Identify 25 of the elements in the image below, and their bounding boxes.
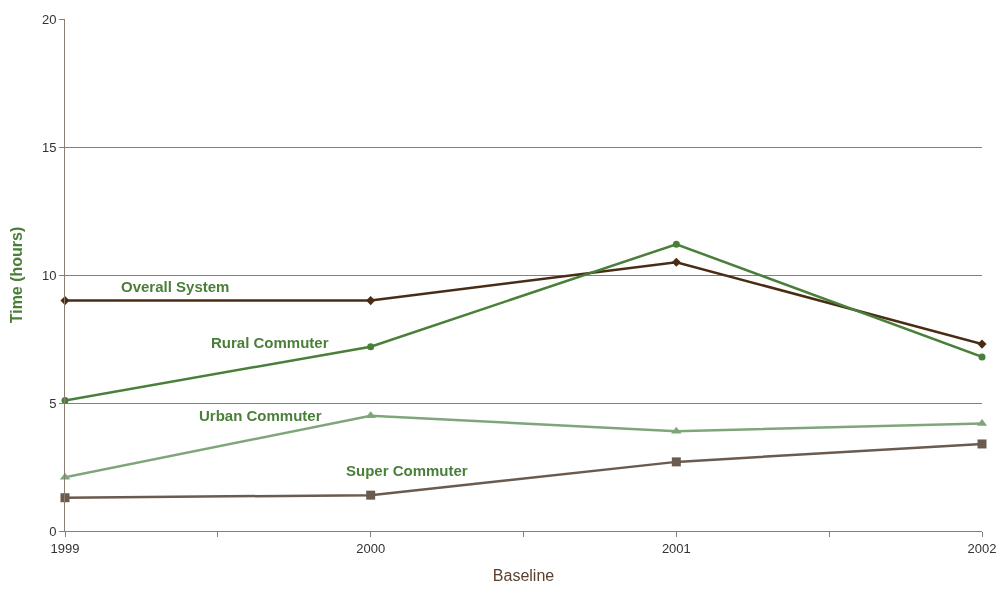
point <box>671 457 681 467</box>
y-tick-label: 0 <box>49 523 57 539</box>
point <box>367 343 375 351</box>
point <box>366 490 376 500</box>
y-axis-title: Time (hours) <box>7 226 25 324</box>
x-axis-title: Baseline <box>492 567 555 585</box>
y-tick-label: 10 <box>41 267 57 283</box>
y-tick-label: 5 <box>49 395 57 411</box>
series-label: Overall System <box>121 278 230 295</box>
x-tick-label: 2000 <box>356 540 386 556</box>
point <box>672 240 680 248</box>
series-label: Rural Commuter <box>211 334 329 351</box>
series-label: Urban Commuter <box>199 407 322 424</box>
y-tick-label: 15 <box>41 139 57 155</box>
x-tick-label: 1999 <box>50 540 80 556</box>
point <box>366 296 376 306</box>
point <box>365 411 376 419</box>
point <box>978 353 986 361</box>
point <box>977 339 987 349</box>
point <box>977 439 987 449</box>
point <box>671 257 681 267</box>
x-tick-label: 2002 <box>967 540 997 556</box>
series-label: Super Commuter <box>346 462 468 479</box>
x-tick-label: 2001 <box>661 540 691 556</box>
y-tick-label: 20 <box>41 11 57 27</box>
